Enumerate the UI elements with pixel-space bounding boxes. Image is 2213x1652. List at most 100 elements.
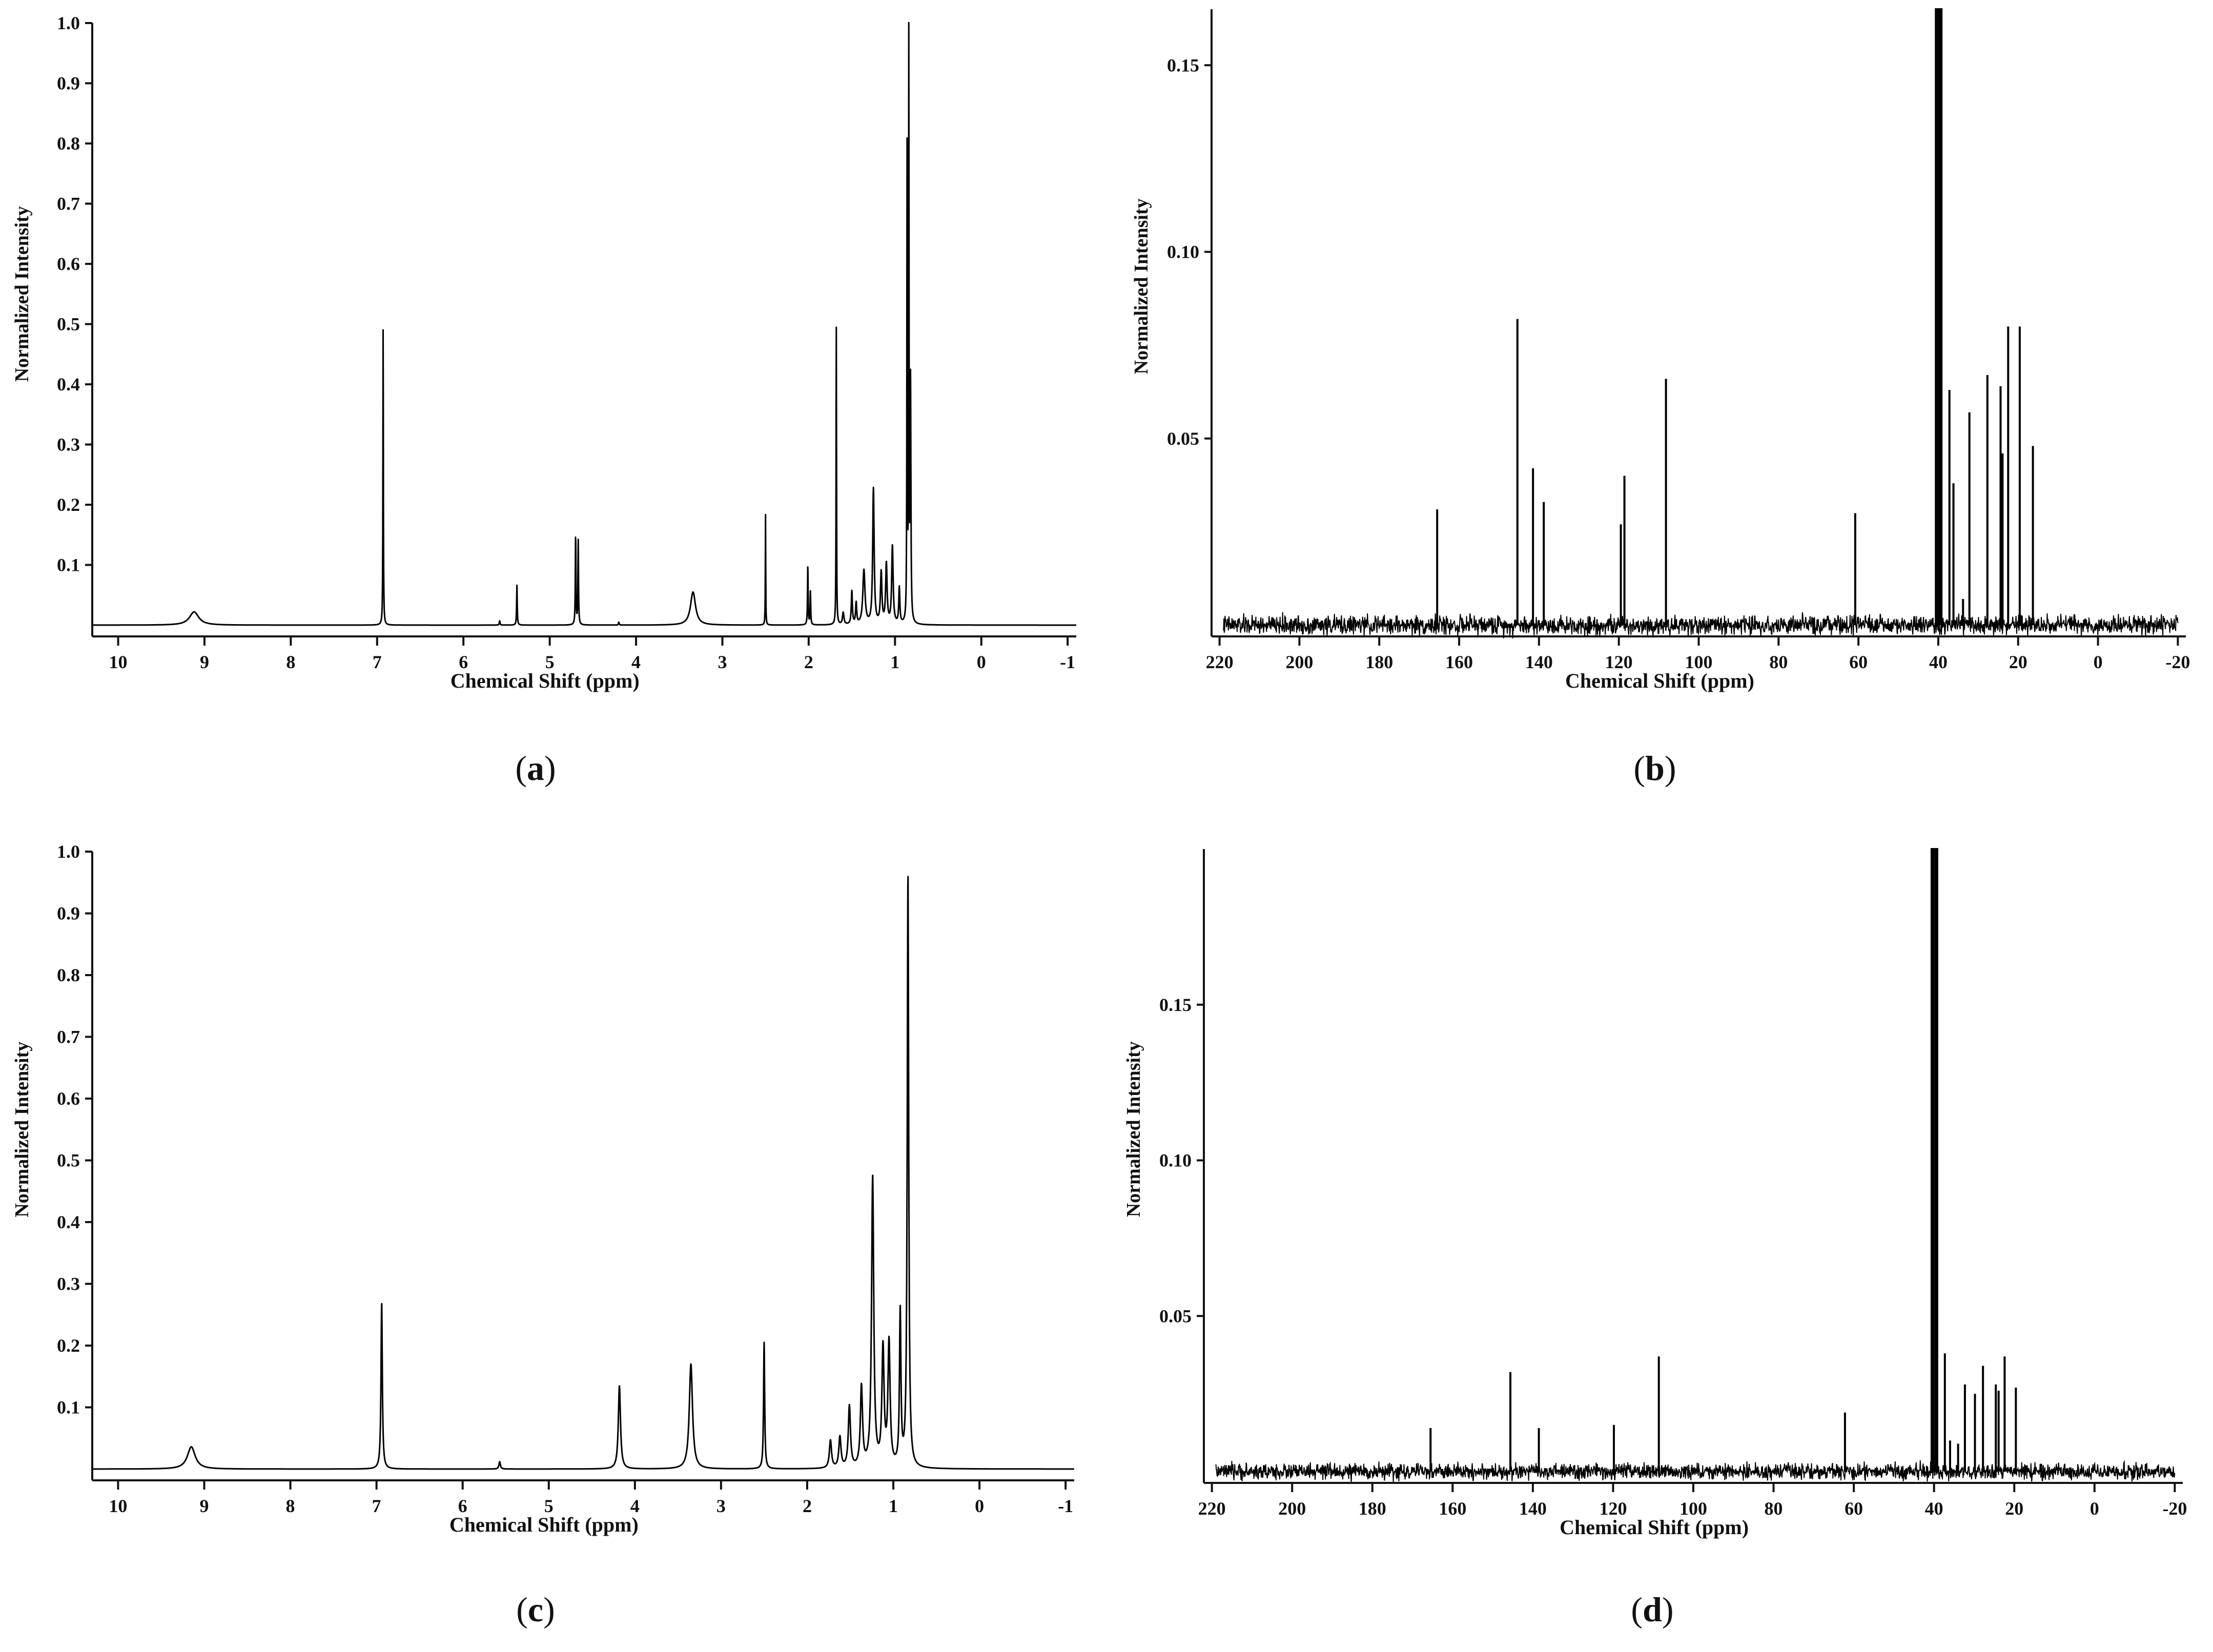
x-tick-label: 2 (803, 1496, 812, 1516)
x-tick-label: 10 (109, 652, 128, 672)
y-tick-label: 0.1 (57, 555, 80, 575)
spectrum-c (92, 876, 1074, 1470)
caption-a: (a) (515, 749, 556, 788)
y-tick-label: 0.4 (57, 1212, 80, 1232)
x-tick-label: 4 (631, 652, 641, 672)
axes-a: 0.10.20.30.40.50.60.70.80.91.010 9 8 7 6 5 4 3 2… (11, 13, 1076, 692)
x-tick-label: 180 (1359, 1498, 1386, 1519)
y-axis-title: Normalized Intensity (11, 1042, 33, 1217)
x-tick-label: 8 (286, 652, 295, 672)
x-tick-label: 200 (1278, 1498, 1306, 1519)
x-tick-label: 200 (1285, 652, 1313, 672)
x-axis-title: Chemical Shift (ppm) (449, 1513, 639, 1536)
x-tick-label: 160 (1445, 652, 1473, 672)
x-tick-label: -20 (2162, 1498, 2187, 1519)
x-tick-label: 8 (286, 1496, 295, 1516)
y-tick-label: 0.1 (57, 1397, 80, 1418)
panel-d: 0.05 0.10 0.15 220 200 180 160 140 120 100 80 60 40 2… (1106, 826, 2213, 1652)
x-axis-title: Chemical Shift (ppm) (450, 669, 640, 692)
y-tick-label: 0.6 (57, 1088, 80, 1109)
x-tick-label: 140 (1519, 1498, 1547, 1519)
x-tick-label: 2 (804, 652, 813, 672)
x-tick-label: 5 (545, 652, 555, 672)
y-tick-label: 0.8 (57, 965, 80, 985)
y-tick-label: 0.15 (1167, 55, 1199, 75)
x-tick-label: 160 (1439, 1498, 1466, 1519)
y-tick-label: 0.15 (1159, 995, 1192, 1015)
panel-a: 0.1 0.2 0.3 0.4 0.5 0.6 0.7 0.8 0.9 1.0 10 9 8 7 6 5 4 3 2… (0, 0, 1106, 826)
caption-b: (b) (1633, 749, 1676, 788)
panel-c: 0.1 0.2 0.3 0.4 0.5 0.6 0.7 0.8 0.9 1.0 10 9 8 7 6 5 4 3 2… (0, 826, 1106, 1652)
x-tick-label: 9 (200, 652, 209, 672)
x-tick-label: 3 (718, 652, 727, 672)
x-tick-label: 6 (459, 652, 468, 672)
y-tick-label: 0.10 (1159, 1150, 1192, 1171)
y-tick-label: 0.3 (57, 1274, 80, 1294)
spectrum-chart-c: 0.10.20.30.40.50.60.70.80.91.010 9 8 7 6 5 4 3 2… (11, 841, 1074, 1536)
x-tick-label: 80 (1765, 1498, 1783, 1519)
x-tick-label: 220 (1198, 1498, 1226, 1519)
spectrum-baseline (1215, 1460, 2176, 1483)
x-tick-label: 40 (1925, 1498, 1943, 1519)
x-tick-label: 120 (1605, 652, 1633, 672)
y-tick-label: 0.3 (57, 435, 80, 455)
x-tick-label: 9 (199, 1496, 209, 1516)
x-tick-label: 3 (716, 1496, 726, 1516)
x-tick-label: 20 (2009, 652, 2027, 672)
x-tick-label: 0 (2090, 1498, 2099, 1519)
x-tick-label: 10 (109, 1496, 127, 1516)
x-axis-title: Chemical Shift (ppm) (1565, 669, 1754, 692)
y-axis-title: Normalized Intensity (1131, 198, 1152, 374)
x-tick-label: 1 (889, 1496, 898, 1516)
y-tick-label: 0.05 (1167, 428, 1199, 449)
y-tick-label: 0.2 (57, 494, 80, 515)
x-tick-label: 5 (544, 1496, 554, 1516)
x-tick-label: 60 (1845, 1498, 1863, 1519)
caption-c: (c) (516, 1590, 555, 1629)
y-tick-label: 0.7 (57, 194, 80, 214)
x-tick-label: 120 (1599, 1498, 1627, 1519)
y-tick-label: 0.5 (57, 314, 80, 335)
x-axis-title: Chemical Shift (ppm) (1560, 1516, 1749, 1539)
y-axis-title: Normalized Intensity (1123, 1041, 1144, 1217)
x-tick-label: 100 (1685, 652, 1713, 672)
x-tick-label: 20 (2005, 1498, 2023, 1519)
y-tick-label: 1.0 (57, 13, 80, 33)
x-tick-label: -20 (2165, 652, 2190, 672)
caption-d: (d) (1631, 1590, 1674, 1629)
x-tick-label: 0 (975, 1496, 984, 1516)
spectrum-baseline (1223, 612, 2179, 639)
x-tick-label: 60 (1849, 652, 1868, 672)
x-tick-label: 40 (1929, 652, 1948, 672)
spectrum-trace (92, 876, 1074, 1470)
axes-c: 0.10.20.30.40.50.60.70.80.91.010 9 8 7 6 5 4 3 2… (11, 841, 1074, 1536)
x-tick-label: 1 (890, 652, 899, 672)
x-tick-label: -1 (1058, 1496, 1073, 1516)
x-tick-label: 180 (1365, 652, 1393, 672)
y-tick-label: 0.9 (57, 903, 80, 924)
y-axis-title: Normalized Intensity (11, 206, 33, 382)
x-tick-label: 0 (977, 652, 986, 672)
x-tick-label: 4 (630, 1496, 640, 1516)
x-tick-label: 6 (458, 1496, 467, 1516)
spectrum-d (1215, 848, 2176, 1483)
y-tick-label: 0.9 (57, 73, 80, 94)
y-tick-label: 0.2 (57, 1335, 80, 1356)
x-tick-label: 140 (1525, 652, 1553, 672)
y-tick-label: 0.5 (57, 1150, 80, 1171)
y-tick-label: 1.0 (57, 841, 80, 862)
spectrum-a (92, 22, 1076, 626)
x-tick-label: 7 (373, 652, 382, 672)
y-tick-label: 0.4 (57, 374, 80, 395)
y-tick-label: 0.8 (57, 133, 80, 154)
x-tick-label: -1 (1060, 652, 1075, 672)
x-tick-label: 100 (1679, 1498, 1707, 1519)
panel-b: 0.05 0.10 0.15 220 200 180 160 140 120 100 80 60 40 2… (1106, 0, 2213, 826)
y-tick-label: 0.7 (57, 1027, 80, 1047)
x-tick-label: 0 (2094, 652, 2103, 672)
y-tick-label: 0.6 (57, 254, 80, 274)
